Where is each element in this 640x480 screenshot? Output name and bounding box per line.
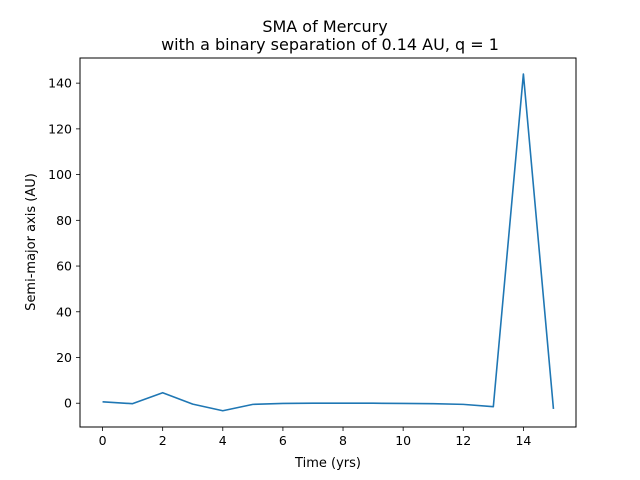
x-axis-ticks: 0 2 4 6 8 10 12 14 [99, 427, 531, 448]
x-tick-label: 8 [339, 433, 347, 448]
series-line [102, 73, 555, 412]
y-tick-label: 100 [48, 167, 72, 182]
y-tick-label: 80 [56, 213, 72, 228]
x-tick-label: 2 [159, 433, 167, 448]
y-tick-label: 20 [56, 350, 72, 365]
y-tick-label: 0 [64, 396, 72, 411]
x-axis-label: Time (yrs) [294, 456, 361, 471]
y-axis-ticks: 0 20 40 60 80 100 120 140 [48, 76, 80, 411]
chart-title-line1: SMA of Mercury [262, 17, 387, 36]
x-tick-label: 14 [515, 433, 531, 448]
y-tick-label: 40 [56, 304, 72, 319]
chart-title-line2: with a binary separation of 0.14 AU, q =… [161, 35, 499, 54]
x-tick-label: 12 [455, 433, 471, 448]
x-tick-label: 6 [279, 433, 287, 448]
y-tick-label: 140 [48, 76, 72, 91]
plot-area-frame [79, 57, 577, 428]
x-tick-label: 4 [219, 433, 227, 448]
series-lines [102, 73, 555, 412]
y-tick-label: 60 [56, 259, 72, 274]
x-tick-label: 10 [395, 433, 411, 448]
y-axis-label: Semi-major axis (AU) [24, 173, 39, 311]
x-tick-label: 0 [99, 433, 107, 448]
y-tick-label: 120 [48, 121, 72, 136]
